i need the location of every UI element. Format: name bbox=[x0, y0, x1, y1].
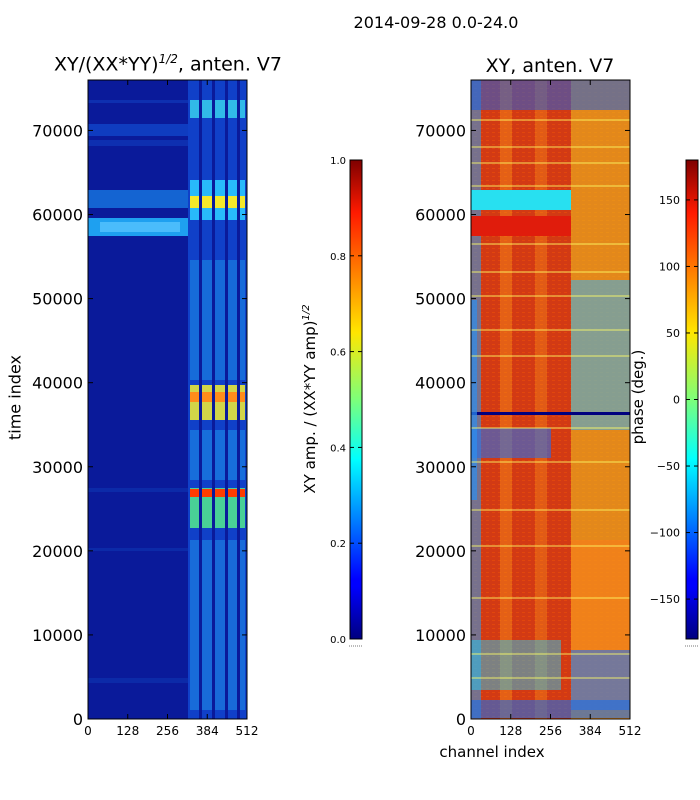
gap bbox=[237, 80, 240, 719]
right-colorbar-tick-label: −150 bbox=[650, 593, 680, 606]
gap bbox=[199, 80, 202, 719]
right-heatmap-thin-lines bbox=[471, 119, 630, 679]
left-x-tick-label: 0 bbox=[84, 724, 92, 738]
right-y-tick-label: 40000 bbox=[415, 374, 466, 393]
right-colorbar-tick-label: −100 bbox=[650, 527, 680, 540]
left-x-tick-label: 384 bbox=[196, 724, 219, 738]
spot-row bbox=[190, 100, 245, 118]
spot-row bbox=[190, 540, 245, 710]
band-red bbox=[471, 216, 571, 236]
right-x-tick-label: 128 bbox=[499, 724, 522, 738]
right-colorbar-tick-label: 100 bbox=[659, 260, 680, 273]
figure-suptitle: 2014-09-28 0.0-24.0 bbox=[353, 13, 519, 32]
spot-row bbox=[190, 392, 245, 402]
gap bbox=[225, 80, 228, 719]
left-colorbar-tick-label: 1.0 bbox=[330, 156, 346, 167]
right-y-tick-label: 10000 bbox=[415, 626, 466, 645]
left-x-tick-label: 256 bbox=[156, 724, 179, 738]
right-colorbar-tick-label: 150 bbox=[659, 194, 680, 207]
band-blue-left bbox=[471, 300, 477, 500]
gap bbox=[212, 80, 215, 719]
band-25000 bbox=[88, 488, 188, 492]
left-colorbar-ticks: 0.0 0.2 0.4 0.6 0.8 1.0 bbox=[330, 156, 362, 646]
right-heatmap bbox=[470, 79, 631, 720]
right-colorbar: −150 −100 −50 0 50 100 150 bbox=[650, 159, 699, 647]
spot-row bbox=[190, 260, 245, 380]
band-cyan bbox=[471, 190, 571, 210]
left-heatmap-channel-gaps bbox=[199, 80, 240, 719]
band-73000 bbox=[88, 100, 188, 103]
right-y-tick-label: 20000 bbox=[415, 542, 466, 561]
band-dark bbox=[471, 412, 630, 415]
left-y-tick-label: 30000 bbox=[32, 458, 83, 477]
column-band bbox=[535, 80, 547, 719]
right-y-tick-label: 30000 bbox=[415, 458, 466, 477]
left-axis-ticks: 0 128 256 384 512 0 10000 20000 30000 40000 50000 6… bbox=[32, 80, 258, 738]
right-x-tick-label: 512 bbox=[619, 724, 642, 738]
left-y-tick-label: 60000 bbox=[32, 206, 83, 225]
left-y-tick-label: 70000 bbox=[32, 121, 83, 140]
band-cyan bbox=[471, 640, 561, 690]
left-y-tick-label: 20000 bbox=[32, 542, 83, 561]
left-colorbar-gradient bbox=[349, 159, 363, 640]
left-title-exponent: 1/2 bbox=[158, 52, 178, 66]
right-heatmap-horizontal-bands bbox=[471, 80, 630, 718]
column-band bbox=[571, 540, 630, 650]
spot-row bbox=[190, 430, 245, 480]
left-heatmap bbox=[87, 79, 248, 720]
right-x-axis-label: channel index bbox=[439, 743, 545, 761]
right-axis-ticks: 0 128 256 384 512 0 10000 20000 30000 40000 50000 6… bbox=[415, 80, 641, 738]
left-y-tick-label: 40000 bbox=[32, 374, 83, 393]
left-colorbar-tick-label: 0.0 bbox=[330, 635, 346, 646]
left-y-tick-label: 50000 bbox=[32, 290, 83, 309]
right-x-tick-label: 256 bbox=[539, 724, 562, 738]
column-band bbox=[500, 80, 512, 719]
left-y-tick-label: 0 bbox=[73, 710, 83, 729]
left-heatmap-bright-spots bbox=[190, 80, 245, 719]
right-y-tick-label: 70000 bbox=[415, 121, 466, 140]
left-colorbar-tick-label: 0.8 bbox=[330, 252, 346, 263]
band-5000 bbox=[88, 678, 188, 683]
right-colorbar-tick-label: −50 bbox=[657, 460, 680, 473]
band-67000 bbox=[88, 140, 188, 146]
spot-row bbox=[190, 385, 245, 420]
right-colorbar-tick-label: 0 bbox=[673, 394, 680, 407]
right-y-tick-label: 60000 bbox=[415, 206, 466, 225]
band-69000 bbox=[88, 124, 188, 136]
left-y-tick-label: 10000 bbox=[32, 626, 83, 645]
left-x-tick-label: 128 bbox=[116, 724, 139, 738]
right-colorbar-tick-label: 50 bbox=[666, 327, 680, 340]
left-colorbar-tick-label: 0.4 bbox=[330, 443, 346, 454]
left-title-suffix: , anten. V7 bbox=[177, 53, 283, 76]
left-plot-title: XY/(XX*YY)1/2, anten. V7 bbox=[28, 52, 308, 75]
right-y-tick-label: 0 bbox=[456, 710, 466, 729]
band-61000 bbox=[88, 190, 188, 208]
spot-row bbox=[190, 489, 245, 497]
left-heatmap-horizontal-bands bbox=[88, 100, 188, 683]
band-blue bbox=[471, 428, 551, 458]
right-plot-title: XY, anten. V7 bbox=[485, 55, 615, 77]
column-band bbox=[571, 280, 630, 430]
spot-row bbox=[190, 196, 245, 208]
band-58000-core bbox=[100, 222, 180, 232]
left-x-tick-label: 512 bbox=[236, 724, 259, 738]
left-title-text: XY/(XX*YY) bbox=[53, 53, 159, 76]
left-colorbar-tick-label: 0.2 bbox=[330, 539, 346, 550]
band-20000 bbox=[88, 548, 188, 551]
band-blue bbox=[471, 700, 630, 718]
right-colorbar-ticks: −150 −100 −50 0 50 100 150 bbox=[650, 194, 698, 606]
right-y-tick-label: 50000 bbox=[415, 290, 466, 309]
right-x-tick-label: 0 bbox=[467, 724, 475, 738]
right-x-tick-label: 384 bbox=[579, 724, 602, 738]
left-colorbar: 0.0 0.2 0.4 0.6 0.8 1.0 bbox=[330, 156, 363, 647]
left-colorbar-tick-label: 0.6 bbox=[330, 348, 346, 359]
